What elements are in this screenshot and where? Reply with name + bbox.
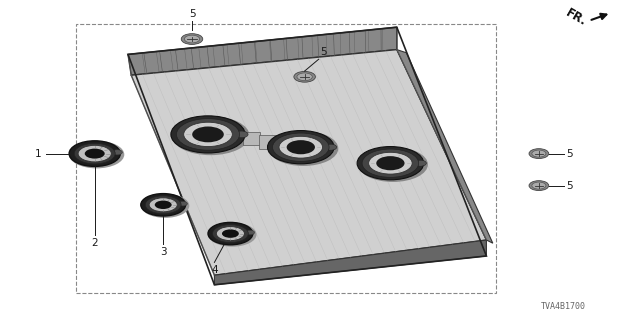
Text: 4: 4	[211, 265, 218, 275]
FancyBboxPatch shape	[259, 135, 276, 149]
Circle shape	[208, 222, 257, 247]
Polygon shape	[214, 240, 486, 285]
Text: FR.: FR.	[563, 6, 589, 29]
Circle shape	[529, 149, 548, 158]
Circle shape	[69, 141, 124, 168]
Circle shape	[297, 73, 312, 81]
Polygon shape	[128, 27, 397, 75]
Circle shape	[216, 227, 244, 241]
Circle shape	[171, 116, 245, 153]
Circle shape	[362, 149, 419, 177]
Text: TVA4B1700: TVA4B1700	[541, 302, 586, 311]
Circle shape	[358, 147, 428, 182]
FancyBboxPatch shape	[275, 139, 292, 153]
Circle shape	[181, 34, 203, 44]
Circle shape	[532, 182, 546, 189]
Circle shape	[222, 229, 239, 238]
Circle shape	[74, 143, 115, 164]
Circle shape	[235, 131, 248, 138]
Circle shape	[357, 147, 424, 180]
Circle shape	[268, 131, 334, 164]
Circle shape	[532, 150, 546, 157]
Text: 5: 5	[321, 47, 327, 57]
Circle shape	[279, 136, 323, 158]
Circle shape	[212, 225, 248, 243]
Circle shape	[208, 222, 253, 245]
Circle shape	[84, 148, 105, 159]
Circle shape	[268, 131, 339, 166]
Text: 5: 5	[566, 148, 573, 159]
Text: 5: 5	[189, 9, 195, 19]
Circle shape	[177, 119, 239, 150]
Circle shape	[287, 140, 315, 154]
Circle shape	[141, 194, 189, 218]
Circle shape	[155, 201, 172, 209]
Circle shape	[529, 181, 548, 190]
Text: 1: 1	[35, 148, 42, 159]
Circle shape	[149, 198, 177, 212]
Circle shape	[141, 194, 186, 216]
Circle shape	[78, 145, 111, 162]
Text: 5: 5	[566, 180, 573, 191]
Circle shape	[179, 202, 188, 206]
Polygon shape	[131, 50, 486, 275]
Circle shape	[294, 71, 316, 82]
Circle shape	[69, 141, 120, 166]
Circle shape	[145, 196, 181, 214]
Text: 2: 2	[92, 238, 98, 248]
Circle shape	[112, 150, 122, 155]
Circle shape	[246, 230, 255, 235]
Circle shape	[414, 160, 426, 166]
Circle shape	[172, 116, 250, 155]
Circle shape	[184, 35, 200, 43]
FancyBboxPatch shape	[243, 132, 260, 145]
Circle shape	[376, 156, 404, 170]
Circle shape	[369, 152, 412, 174]
Circle shape	[324, 144, 337, 150]
Text: 3: 3	[160, 247, 166, 257]
Circle shape	[192, 126, 224, 142]
Circle shape	[273, 133, 329, 161]
Polygon shape	[397, 50, 493, 243]
Circle shape	[184, 122, 232, 147]
